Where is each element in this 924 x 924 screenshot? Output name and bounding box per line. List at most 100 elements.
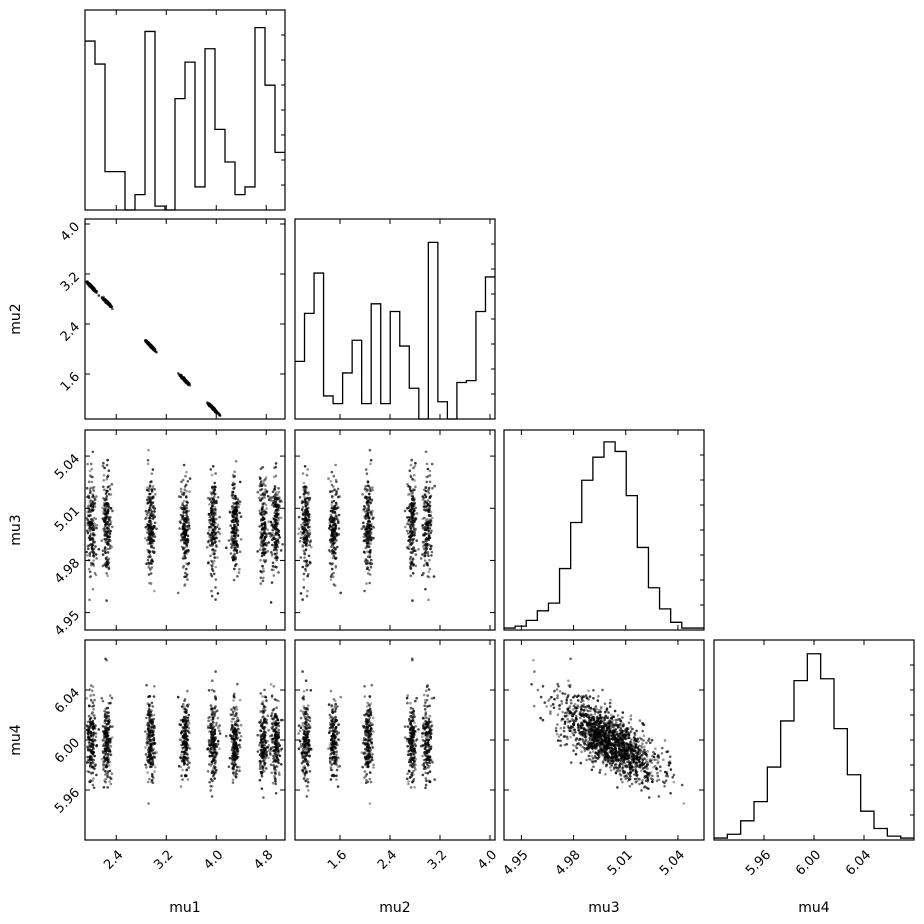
scatter-point	[233, 739, 236, 742]
scatter-point	[262, 727, 266, 731]
scatter-point	[92, 528, 96, 531]
scatter-point	[92, 554, 95, 557]
scatter-point	[111, 307, 114, 311]
scatter-point	[211, 508, 214, 512]
scatter-point	[216, 496, 220, 499]
scatter-point	[235, 712, 238, 715]
scatter-point	[104, 534, 108, 537]
scatter-point	[85, 554, 89, 557]
scatter-point	[186, 757, 190, 760]
scatter-point	[273, 475, 276, 479]
scatter-point	[102, 485, 105, 489]
scatter-point	[144, 526, 147, 529]
scatter-point	[186, 738, 190, 742]
scatter-point	[264, 510, 268, 514]
scatter-point	[92, 508, 95, 512]
scatter-point	[408, 469, 412, 473]
scatter-point	[155, 527, 158, 531]
scatter-point	[269, 683, 273, 686]
scatter-point	[263, 761, 267, 765]
scatter-point	[144, 753, 148, 756]
scatter-point	[186, 525, 190, 529]
scatter-point	[301, 517, 304, 521]
scatter-point	[411, 599, 414, 602]
scatter-point	[181, 778, 184, 781]
scatter-point	[266, 714, 270, 718]
scatter-point	[238, 769, 241, 773]
scatter-point	[210, 589, 213, 593]
scatter-point	[102, 512, 105, 515]
scatter-point	[267, 728, 270, 732]
scatter-point	[363, 487, 367, 491]
scatter-point	[146, 342, 150, 346]
scatter-point	[424, 486, 428, 490]
scatter-point	[185, 511, 188, 515]
scatter-point	[234, 752, 237, 756]
scatter-point	[423, 493, 427, 497]
scatter-point	[93, 698, 96, 702]
scatter-point	[332, 474, 336, 478]
scatter-point	[145, 340, 149, 344]
scatter-point	[331, 538, 334, 541]
scatter-point	[333, 535, 337, 539]
scatter-point	[273, 774, 276, 778]
scatter-point	[413, 479, 416, 482]
scatter-point	[101, 517, 104, 520]
scatter-point	[151, 705, 154, 708]
scatter-point	[261, 716, 264, 719]
scatter-point	[152, 695, 156, 698]
scatter-point	[415, 512, 419, 515]
scatter-point	[213, 559, 216, 563]
scatter-point	[232, 745, 235, 748]
scatter-point	[183, 757, 187, 760]
scatter-point	[272, 707, 276, 711]
scatter-point	[101, 464, 105, 468]
scatter-point	[107, 565, 111, 568]
scatter-point	[236, 498, 240, 502]
scatter-point	[212, 744, 215, 747]
scatter-point	[146, 531, 149, 534]
scatter-point	[302, 777, 306, 780]
scatter-point	[210, 706, 214, 710]
scatter-point	[411, 522, 415, 525]
scatter-point	[273, 502, 276, 505]
scatter-point	[152, 717, 155, 721]
scatter-point	[266, 494, 270, 498]
scatter-point	[106, 740, 110, 744]
scatter-point	[152, 526, 156, 529]
scatter-point	[275, 756, 278, 759]
scatter-point	[331, 495, 334, 498]
scatter-point	[179, 539, 183, 542]
scatter-point	[106, 515, 109, 518]
scatter-point	[427, 554, 430, 557]
scatter-point	[275, 706, 278, 709]
scatter-point	[186, 760, 190, 763]
scatter-point	[178, 374, 182, 378]
scatter-point	[238, 738, 242, 742]
scatter-point	[277, 721, 281, 725]
scatter-point	[210, 718, 213, 722]
scatter-point	[258, 525, 261, 528]
scatter-point	[147, 343, 150, 347]
scatter-point	[272, 729, 276, 732]
scatter-point	[149, 345, 152, 348]
scatter-point	[103, 298, 106, 302]
scatter-mu2-mu3	[297, 448, 437, 602]
scatter-point	[414, 553, 418, 556]
scatter-point	[150, 562, 153, 565]
scatter-point	[305, 562, 309, 565]
scatter-point	[151, 759, 154, 762]
scatter-point	[188, 490, 191, 493]
scatter-point	[426, 518, 429, 521]
scatter-point	[233, 567, 236, 571]
scatter-point	[209, 704, 213, 707]
scatter-point	[332, 583, 336, 586]
scatter-point	[271, 781, 275, 785]
scatter-point	[370, 513, 374, 517]
scatter-point	[432, 575, 436, 578]
scatter-point	[103, 531, 107, 535]
scatter-point	[149, 480, 152, 484]
scatter-point	[365, 582, 368, 585]
scatter-point	[308, 560, 312, 564]
scatter-point	[182, 499, 186, 503]
